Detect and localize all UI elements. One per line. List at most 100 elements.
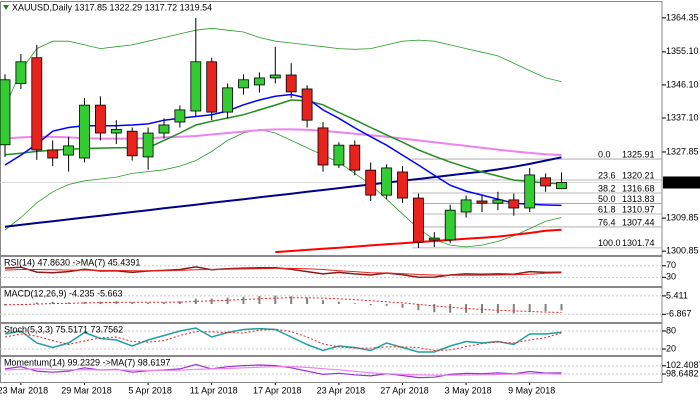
histogram-bar: [385, 304, 388, 306]
candle-body: [508, 199, 520, 209]
histogram-bar: [226, 297, 229, 304]
candle-body: [556, 182, 567, 190]
fib-level-label: 61.8: [598, 204, 616, 214]
x-tick-label: 5 Apr 2018: [128, 385, 172, 395]
candle-body: [158, 124, 170, 134]
histogram-bar: [481, 304, 483, 314]
fib-price-label: 1313.83: [622, 194, 655, 204]
histogram-bar: [51, 301, 54, 304]
candle-body: [95, 104, 106, 134]
histogram-bar: [306, 297, 309, 304]
pane-border: [0, 356, 663, 383]
fib-price-label: 1320.21: [622, 170, 655, 180]
x-tick-label: 23 Apr 2018: [317, 385, 366, 395]
fib-price-label: 1325.91: [622, 149, 655, 159]
indicator-title: RSI(14) 47.8630 ->MA(7) 45.4391: [4, 257, 140, 267]
candle-body: [492, 199, 504, 204]
histogram-bar: [258, 296, 261, 304]
histogram-bar: [242, 296, 245, 304]
histogram-bar: [35, 302, 38, 304]
indicator-line: [4, 156, 562, 228]
indicator-title: Stoch(5,3,3) 75.5171 73.7562: [4, 324, 123, 334]
y-tick-label: 1309.85: [666, 212, 699, 222]
candle-body: [349, 144, 361, 171]
histogram-bar: [369, 304, 372, 306]
candle-body: [381, 167, 393, 196]
y-tick-label: 1346.10: [666, 79, 699, 89]
symbol-icon: [3, 5, 9, 10]
chart-title: XAUUSD,Daily 1317.85 1322.29 1317.72 131…: [12, 2, 212, 12]
fib-price-label: 1307.44: [622, 217, 655, 227]
candle-body: [301, 88, 313, 121]
candle-body: [238, 79, 249, 89]
candle-body: [206, 61, 218, 113]
fib-level-label: 23.6: [598, 170, 616, 180]
histogram-bar: [194, 298, 197, 304]
histogram-bar: [449, 304, 452, 313]
y-tick-label: 20: [666, 343, 676, 353]
candle-body: [190, 61, 202, 112]
histogram-bar: [337, 301, 340, 304]
candle-body: [269, 74, 281, 79]
histogram-bar: [147, 302, 150, 304]
fib-price-label: 1316.68: [622, 183, 655, 193]
histogram-bar: [544, 304, 547, 312]
candle-body: [31, 57, 43, 151]
candle-body: [397, 171, 408, 199]
indicator-title: Momentum(14) 99.2329 ->MA(7) 98.6197: [4, 357, 170, 367]
y-tick-label: 80: [666, 325, 676, 335]
histogram-bar: [401, 304, 404, 308]
fib-level-label: 100.0: [598, 238, 621, 248]
indicator-line: [4, 27, 562, 108]
x-tick-label: 11 Apr 2018: [190, 385, 238, 395]
x-tick-label: 27 Apr 2018: [380, 385, 429, 395]
indicator-line: [4, 99, 562, 185]
candle-body: [444, 209, 456, 241]
indicator-title: MACD(12,26,9) -4.235 -5.663: [4, 288, 123, 298]
candle-body: [428, 237, 440, 241]
histogram-bar: [512, 304, 515, 314]
candle-body: [142, 132, 154, 158]
histogram-bar: [99, 301, 102, 304]
last-price-label: 1319.54: [666, 177, 699, 187]
fib-price-label: 1301.74: [622, 238, 655, 248]
candle-body: [79, 104, 90, 159]
histogram-bar: [210, 298, 213, 304]
y-tick-label: 1355.10: [666, 46, 699, 56]
candle-body: [15, 61, 27, 84]
histogram-bar: [496, 304, 499, 314]
candle-body: [253, 77, 265, 86]
histogram-bar: [83, 301, 86, 304]
candle-body: [0, 79, 11, 146]
histogram-bar: [528, 304, 531, 313]
candle-body: [540, 177, 551, 187]
histogram-bar: [353, 303, 356, 304]
candle-body: [365, 169, 377, 196]
histogram-bar: [433, 304, 436, 313]
histogram-bar: [131, 302, 134, 304]
indicator-line: [4, 128, 562, 248]
indicator-line: [4, 366, 562, 376]
histogram-bar: [290, 296, 293, 304]
candle-body: [412, 197, 424, 243]
pane-border: [0, 323, 663, 356]
y-tick-label: 1364.35: [666, 12, 699, 22]
candle-body: [126, 130, 138, 157]
candle-body: [47, 149, 59, 159]
x-tick-label: 3 May 2018: [445, 385, 492, 395]
candle-body: [524, 174, 536, 209]
y-tick-label: 1337.10: [666, 112, 699, 122]
histogram-bar: [417, 304, 420, 311]
fib-level-label: 38.2: [598, 183, 616, 193]
indicator-line: [4, 128, 562, 157]
pane-border: [0, 287, 663, 323]
fib-level-label: 50.0: [598, 194, 616, 204]
x-tick-label: 17 Apr 2018: [253, 385, 302, 395]
fib-price-label: 1310.97: [622, 204, 655, 214]
histogram-bar: [322, 300, 324, 304]
last-price-box: [663, 176, 700, 189]
y-tick-label: 30: [666, 272, 676, 282]
y-tick-label: -6.867: [666, 309, 692, 319]
y-tick-label: 98.6482: [666, 368, 699, 378]
